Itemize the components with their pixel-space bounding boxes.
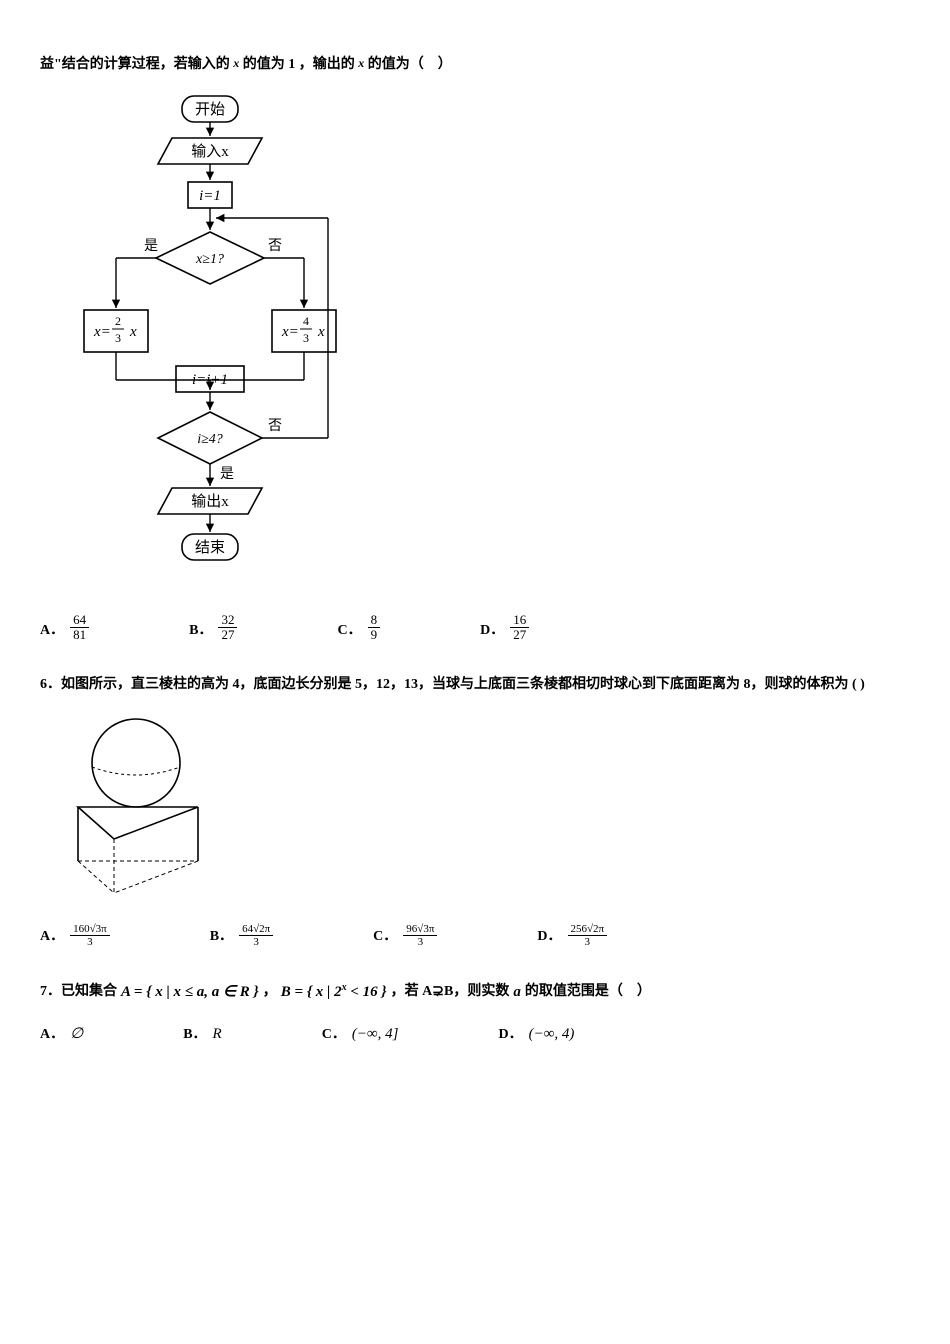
q7-opt-b[interactable]: B． R (183, 1022, 222, 1046)
q5-options: A． 6481 B． 3227 C． 89 D． 1627 (40, 613, 910, 643)
q7-opt-a[interactable]: A． ∅ (40, 1022, 83, 1046)
svg-text:x=: x= (93, 324, 111, 340)
q7-pre: 7．已知集合 (40, 981, 117, 1003)
svg-text:x: x (317, 324, 325, 340)
q5-var1: x (233, 56, 239, 70)
flow-start: 开始 (195, 101, 225, 118)
flow-input: 输入x (191, 143, 229, 160)
flowchart-svg: 开始 输入x i=1 x≥1? 是 否 x= 2 3 x x= 4 3 x i=… (70, 90, 350, 590)
q7-opt-d[interactable]: D． (−∞, 4) (499, 1022, 575, 1046)
q7-tail: 的取值范围是（ ） (525, 981, 651, 1003)
q5-input-val: 1 (288, 57, 295, 72)
flow-no1: 否 (268, 239, 282, 254)
prism-svg (48, 711, 228, 901)
flow-yes1: 是 (144, 239, 158, 254)
label-a: A． (40, 620, 64, 642)
q6-opt-b[interactable]: B． 64√2π3 (210, 923, 273, 948)
q6-opt-d[interactable]: D． 256√2π3 (537, 923, 607, 948)
q6-stem: 6．如图所示，直三棱柱的高为 4，底面边长分别是 5，12，13，当球与上底面三… (40, 674, 910, 696)
q6-opt-a[interactable]: A． 160√3π3 (40, 923, 110, 948)
q7-comma1: ， (263, 981, 277, 1003)
q7-setA: A = { x | x ≤ a, a ∈ R } (121, 980, 259, 1004)
flow-cond2: i≥4? (197, 432, 223, 447)
q5-opt-b[interactable]: B． 3227 (189, 613, 237, 643)
flow-output: 输出x (191, 493, 229, 510)
q5-opt-c[interactable]: C． 89 (337, 613, 380, 643)
q6-opt-c[interactable]: C． 96√3π3 (373, 923, 437, 948)
q7-options: A． ∅ B． R C． (−∞, 4] D． (−∞, 4) (40, 1022, 910, 1046)
svg-text:3: 3 (115, 331, 121, 345)
label-c: C． (337, 620, 361, 642)
label-d: D． (480, 620, 504, 642)
q5-opt-d[interactable]: D． 1627 (480, 613, 529, 643)
q6-options: A． 160√3π3 B． 64√2π3 C． 96√3π3 D． 256√2π… (40, 923, 910, 948)
svg-text:2: 2 (115, 314, 121, 328)
q5-stem: 益"结合的计算过程，若输入的 x 的值为 1 ，输出的 x 的值为（ ） (40, 54, 910, 76)
prism-figure (48, 711, 910, 909)
q5-mid3: 的值为（ ） (368, 57, 452, 72)
flow-end: 结束 (195, 539, 225, 556)
flowchart: 开始 输入x i=1 x≥1? 是 否 x= 2 3 x x= 4 3 x i=… (70, 90, 910, 598)
q7-opt-c[interactable]: C． (−∞, 4] (322, 1022, 399, 1046)
flow-cond1: x≥1? (195, 252, 224, 267)
q5-var2: x (358, 56, 364, 70)
svg-text:4: 4 (303, 314, 309, 328)
q7-setB: B = { x | 2x < 16 } (281, 980, 387, 1004)
q5-opt-a[interactable]: A． 6481 (40, 613, 89, 643)
svg-text:3: 3 (303, 331, 309, 345)
flow-step: i=i+1 (192, 372, 228, 388)
svg-text:x=: x= (281, 324, 299, 340)
flow-init: i=1 (199, 188, 221, 204)
q5-mid2: ，输出的 (299, 57, 355, 72)
q7-stem: 7．已知集合 A = { x | x ≤ a, a ∈ R } ， B = { … (40, 980, 910, 1004)
label-b: B． (189, 620, 212, 642)
flow-yes2: 是 (220, 467, 234, 482)
q7-a-var: a (513, 980, 521, 1004)
svg-text:x: x (129, 324, 137, 340)
q7-mid: ，若 A⊋B，则实数 (391, 981, 510, 1003)
q5-stem-prefix: 益"结合的计算过程，若输入的 (40, 57, 230, 72)
flow-no2: 否 (268, 419, 282, 434)
q5-mid1: 的值为 (243, 57, 285, 72)
